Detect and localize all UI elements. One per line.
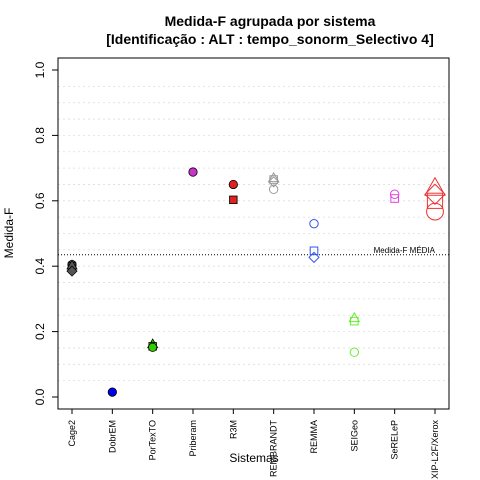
y-tick-label: 0.4	[33, 258, 47, 275]
grid-lines	[58, 85, 449, 382]
reference-line: Medida-F MÉDIA	[58, 246, 449, 256]
y-tick-label: 0.6	[33, 192, 47, 209]
chart-subtitle: [Identificação : ALT : tempo_sonorm_Sele…	[106, 31, 434, 47]
y-tick-label: 0.0	[33, 388, 47, 405]
data-point-square	[350, 316, 359, 326]
plot-frame	[57, 57, 450, 410]
y-axis-label: Medida-F	[2, 208, 16, 259]
x-tick-label: SeRELeP	[390, 420, 400, 460]
x-axis-label: Sistemas	[229, 451, 278, 465]
data-point-circle	[228, 179, 238, 190]
x-tick-label: Cage2	[67, 420, 77, 447]
data-point-diamond	[267, 176, 280, 188]
data-point-circle	[309, 218, 319, 229]
data-point-square	[269, 175, 278, 184]
chart-title: Medida-F agrupada por sistema	[165, 13, 376, 29]
data-point-circle	[426, 202, 444, 221]
reference-line-label: Medida-F MÉDIA	[374, 246, 436, 255]
y-tick-label: 1.0	[33, 61, 47, 78]
data-point-diamond	[308, 251, 320, 264]
x-tick-label: PorTexTO	[148, 420, 158, 460]
x-tick-label: DobrEM	[107, 420, 117, 453]
y-tick-label: 0.2	[33, 323, 47, 340]
y-tick-label: 0.8	[33, 127, 47, 144]
data-points	[66, 167, 446, 397]
data-point-triangle	[424, 176, 446, 196]
data-point-diamond	[66, 265, 78, 277]
data-point-circle	[188, 167, 198, 177]
data-point-circle	[349, 347, 360, 357]
data-point-circle	[107, 387, 117, 397]
x-tick-label: REMMA	[309, 420, 319, 454]
data-point-square	[390, 194, 399, 203]
x-tick-label: XIP-L2F/Xerox	[430, 420, 440, 480]
y-axis: 0.0 0.2 0.4 0.6 0.8 1.0	[33, 61, 58, 405]
data-point-diamond	[424, 183, 446, 205]
data-point-square	[426, 192, 444, 209]
x-tick-label: R3M	[228, 420, 238, 439]
x-tick-label: SEIGeo	[349, 420, 359, 452]
x-tick-label: REMBRANDT	[269, 420, 279, 478]
data-point-triangle	[267, 171, 280, 183]
data-point-circle	[148, 342, 158, 352]
data-point-square	[229, 195, 238, 205]
data-point-circle	[268, 184, 279, 195]
x-axis: Cage2 DobrEM PorTexTO Priberam R3M REMBRANDT R…	[67, 409, 440, 479]
data-point-square	[309, 246, 319, 256]
x-tick-label: Priberam	[188, 420, 198, 457]
